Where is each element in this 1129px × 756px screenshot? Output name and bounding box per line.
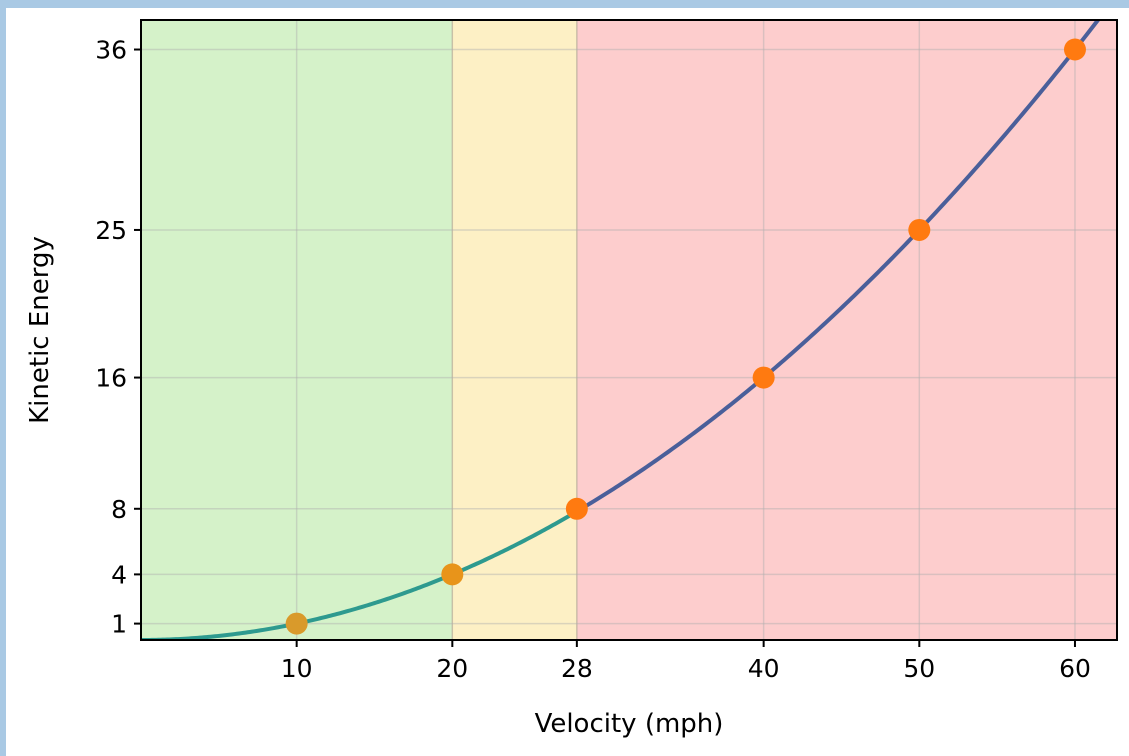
data-point-10 [285,612,308,635]
speed-zone-2 [452,20,577,640]
curve-segment-low [141,509,579,640]
y-tick-label-1: 1 [111,610,127,639]
y-axis-label: Kinetic Energy [25,236,55,424]
grid-lines [141,20,1117,640]
y-tick-label-36: 36 [95,36,127,65]
x-tick-label-60: 60 [1059,654,1091,683]
plot-frame [140,19,1118,641]
x-tick-label-50: 50 [903,654,935,683]
curve-segment-high [574,20,1101,514]
data-point-60 [1063,38,1086,61]
kinetic-energy-curve [141,20,1101,640]
x-tick-label-20: 20 [436,654,468,683]
speed-zone-3 [576,20,1117,640]
data-point-28 [565,497,588,520]
axis-ticks: 10 20 28 40 50 60 1 4 8 16 25 36 [95,36,1091,683]
x-tick-label-40: 40 [748,654,780,683]
y-tick-label-8: 8 [111,495,127,524]
data-point-50 [908,218,931,241]
speed-zones [141,20,1117,640]
data-points [285,38,1086,635]
x-tick-label-28: 28 [561,654,593,683]
data-point-20 [441,563,464,586]
speed-zone-1 [141,20,453,640]
y-tick-label-16: 16 [95,364,127,393]
kinetic-energy-chart: 10 20 28 40 50 60 1 4 8 16 25 36 Velocity (mph) Kin… [25,19,1118,739]
x-axis-label: Velocity (mph) [535,709,724,739]
chart-figure: 10 20 28 40 50 60 1 4 8 16 25 36 Velocity (mph) Kin… [6,8,1129,756]
y-tick-label-4: 4 [111,560,127,589]
x-tick-label-10: 10 [281,654,313,683]
data-point-40 [752,366,775,389]
y-tick-label-25: 25 [95,216,127,245]
